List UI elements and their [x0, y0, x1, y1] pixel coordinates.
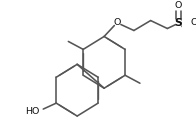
Text: O: O: [175, 1, 182, 10]
Text: O: O: [113, 18, 121, 27]
Text: O: O: [191, 18, 196, 27]
Text: S: S: [175, 18, 182, 28]
Text: HO: HO: [25, 107, 40, 116]
